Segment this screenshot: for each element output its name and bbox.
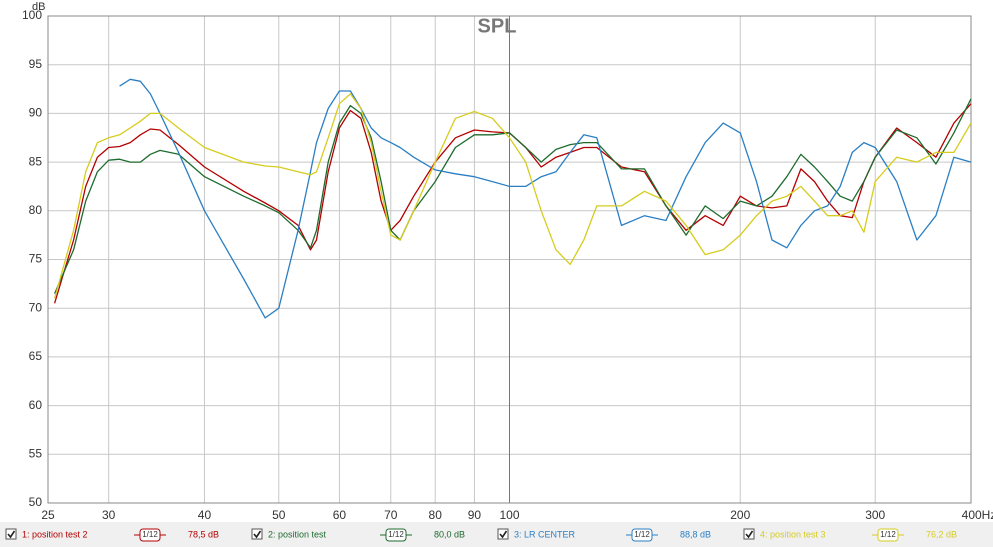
x-tick-label: 300	[865, 508, 885, 522]
x-tick-label: 40	[198, 508, 212, 522]
checkmark	[499, 530, 508, 539]
legend-label: 1: position test 2	[22, 529, 88, 539]
checkmark	[253, 530, 262, 539]
smoothing-box[interactable]	[385, 528, 407, 542]
x-tick-label: 60	[333, 508, 347, 522]
smoothing-label: 1/12	[388, 530, 404, 539]
legend-entry: 2: position test 1/12 80,0 dB	[251, 528, 465, 542]
plot-frame	[47, 15, 972, 504]
smoothing-box[interactable]	[631, 528, 653, 542]
x-tick-label: 50	[272, 508, 286, 522]
level-label: 80,0 dB	[434, 529, 465, 539]
x-tick-label: 25	[41, 508, 55, 522]
y-axis-label: dB	[32, 1, 45, 13]
y-tick-label: 90	[29, 106, 43, 120]
legend-label: 4: position test 3	[760, 529, 826, 539]
checkmark	[7, 530, 16, 539]
series-line	[54, 98, 972, 294]
legend-label: 2: position test	[268, 529, 327, 539]
series-line	[119, 78, 972, 319]
y-tick-label: 65	[29, 349, 43, 363]
series-line	[53, 103, 972, 304]
y-tick-label: 85	[29, 154, 43, 168]
series-line	[53, 93, 972, 299]
checkmark	[745, 530, 754, 539]
legend-entry: 1: position test 2 1/12 78,5 dB	[5, 528, 219, 542]
legend-checkbox[interactable]	[5, 528, 17, 540]
legend-checkbox[interactable]	[497, 528, 509, 540]
smoothing-box[interactable]	[877, 528, 899, 542]
x-tick-label: 30	[102, 508, 116, 522]
x-tick-label: 80	[429, 508, 443, 522]
x-tick-label: 100	[499, 508, 519, 522]
legend-checkbox[interactable]	[251, 528, 263, 540]
y-tick-label: 100	[22, 8, 42, 22]
y-tick-label: 60	[29, 398, 43, 412]
y-tick-label: 50	[29, 495, 43, 509]
y-tick-label: 70	[29, 300, 43, 314]
smoothing-label: 1/12	[880, 530, 896, 539]
y-tick-label: 80	[29, 203, 43, 217]
legend-entry: 4: position test 3 1/12 76,2 dB	[743, 528, 957, 542]
smoothing-label: 1/12	[634, 530, 650, 539]
smoothing-label: 1/12	[142, 530, 158, 539]
y-tick-label: 55	[29, 446, 43, 460]
x-tick-label: 70	[384, 508, 398, 522]
level-label: 78,5 dB	[188, 529, 219, 539]
x-tick-label: 200	[730, 508, 750, 522]
x-tick-label: 90	[468, 508, 482, 522]
x-tick-label: 400Hz	[962, 508, 993, 522]
legend-entry: 3: LR CENTER 1/12 88,8 dB	[497, 528, 711, 542]
y-tick-label: 95	[29, 57, 43, 71]
smoothing-box[interactable]	[139, 528, 161, 542]
level-label: 88,8 dB	[680, 529, 711, 539]
legend-label: 3: LR CENTER	[514, 529, 576, 539]
legend-checkbox[interactable]	[743, 528, 755, 540]
chart-title: SPL	[478, 15, 517, 37]
y-tick-label: 75	[29, 252, 43, 266]
level-label: 76,2 dB	[926, 529, 957, 539]
